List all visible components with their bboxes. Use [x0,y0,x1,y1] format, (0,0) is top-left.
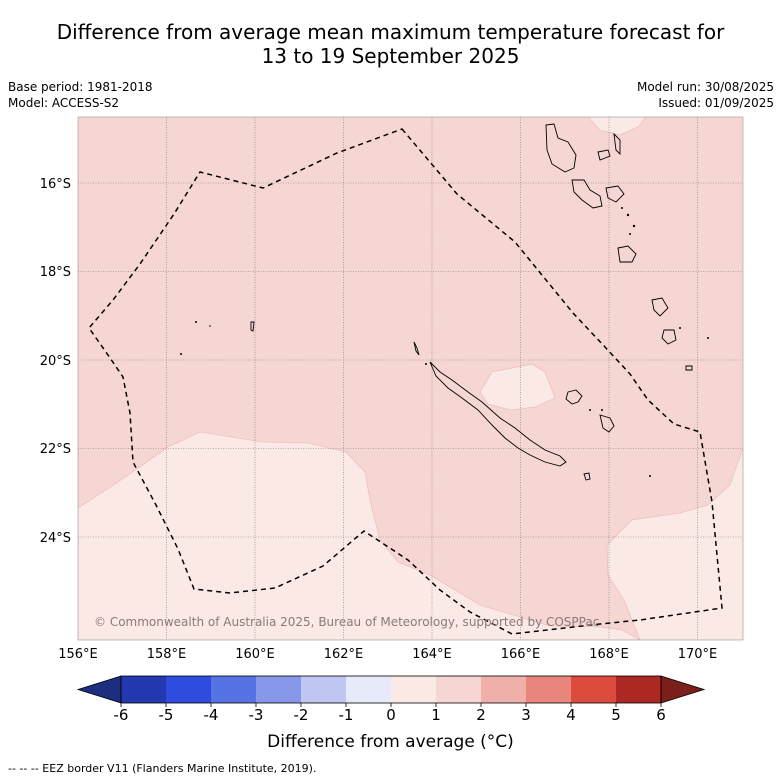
vanuatu-tanna [651,297,669,317]
colorbar-segment [346,676,391,703]
colorbar-segment [571,676,616,703]
colorbar-segment [121,676,166,703]
lat-label: 22°S [40,442,71,457]
colorbar-segment [526,676,571,703]
issued-text: Issued: 01/09/2025 [658,96,774,110]
map-title-line2: 13 to 19 September 2025 [261,44,520,68]
colorbar-arrow-low [76,675,122,704]
lon-label: 160°E [235,647,275,662]
loyalty-mare [583,472,591,481]
vanuatu-malekula [571,179,603,209]
anomaly-region-0-to-1-southwest [78,431,641,640]
lat-label: 24°S [40,531,71,546]
vanuatu-ambae [597,149,611,161]
loyalty-ouvea [565,389,583,405]
vanuatu-aneityum [661,329,677,345]
anomaly-region-0-to-1-southeast [606,447,743,640]
colorbar-segment [301,676,346,703]
lon-label: 168°E [589,647,629,662]
lon-label: 166°E [501,647,541,662]
cb-tick-label: -4 [204,706,219,724]
longitude-labels: 156°E 158°E 160°E 162°E 164°E 166°E 168°… [58,647,717,662]
gridlines [78,117,743,640]
lon-label: 170°E [678,647,718,662]
cb-tick-label: -3 [249,706,264,724]
colorbar [76,675,706,707]
anomaly-region-0-to-1-north [587,117,647,136]
small-islands [180,207,709,477]
base-period-text: Base period: 1981-2018 [8,80,153,94]
vanuatu-maewo [613,132,621,156]
cb-tick-label: 5 [611,706,621,724]
cb-tick-label: 2 [476,706,486,724]
matthew-hunter [685,365,693,371]
model-text: Model: ACCESS-S2 [8,96,120,110]
model-run-text: Model run: 30/08/2025 [636,80,774,94]
colorbar-title: Difference from average (°C) [267,732,514,752]
lat-label: 18°S [40,265,71,280]
lon-label: 156°E [58,647,98,662]
belep-island [413,341,420,356]
colorbar-segment [481,676,526,703]
cb-tick-label: 6 [656,706,666,724]
vanuatu-erromango [617,245,637,263]
vanuatu-espiritu-santo [545,123,577,173]
colorbar-arrow-high [660,675,706,704]
coastlines [250,123,693,481]
eez-footnote: -- -- -- EEZ border V11 (Flanders Marine… [8,762,317,775]
cb-tick-label: 4 [566,706,576,724]
eez-border [88,128,723,635]
copyright-text: © Commonwealth of Australia 2025, Bureau… [94,615,599,629]
colorbar-tick-labels: -6 -5 -4 -3 -2 -1 0 1 2 3 4 5 6 [114,706,666,724]
cb-tick-label: 0 [386,706,396,724]
colorbar-segment [166,676,211,703]
cb-tick-label: -1 [339,706,354,724]
colorbar-segment [391,676,436,703]
colorbar-segment [616,676,661,703]
map-title-line1: Difference from average mean maximum tem… [56,20,725,44]
anomaly-region-0-to-1-loyalty [479,363,556,411]
chesterfield-island [250,321,255,332]
colorbar-segment [436,676,481,703]
cb-tick-label: -6 [114,706,129,724]
vanuatu-efate [605,185,625,203]
lon-label: 164°E [412,647,452,662]
latitude-labels: 16°S 18°S 20°S 22°S 24°S [40,177,71,546]
cb-tick-label: 3 [521,706,531,724]
cb-tick-label: -2 [294,706,309,724]
new-caledonia-coast [429,361,567,467]
colorbar-segment [256,676,301,703]
cb-tick-label: -5 [159,706,174,724]
lon-label: 162°E [324,647,364,662]
lat-label: 20°S [40,354,71,369]
lat-label: 16°S [40,177,71,192]
lon-label: 158°E [147,647,187,662]
cb-tick-label: 1 [431,706,441,724]
loyalty-lifou [599,414,615,433]
colorbar-segment [211,676,256,703]
